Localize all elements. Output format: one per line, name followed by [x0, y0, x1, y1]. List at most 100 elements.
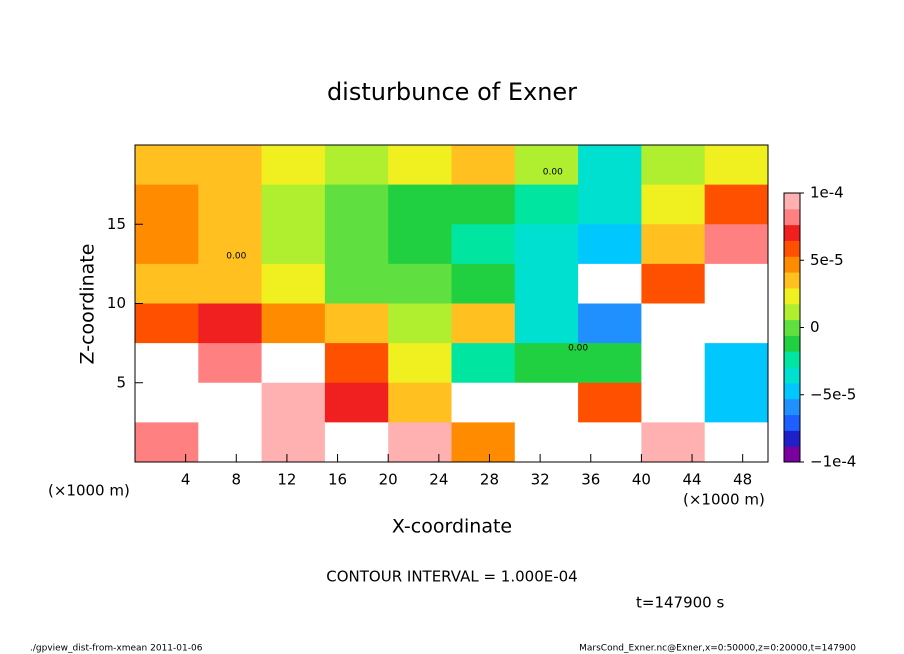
- colorbar-swatch: [784, 319, 800, 336]
- colorbar-swatch: [784, 287, 800, 305]
- colorbar-swatch: [784, 398, 800, 416]
- x-unit-label: (×1000 m): [683, 491, 765, 509]
- heat-cell: [324, 224, 389, 265]
- heat-cell: [451, 303, 516, 344]
- heat-cell: [261, 382, 326, 423]
- heat-cell: [388, 382, 452, 423]
- colorbar-swatch: [784, 224, 800, 241]
- heat-cell: [704, 184, 769, 225]
- heat-cell: [451, 263, 516, 304]
- heat-cell: [388, 145, 452, 186]
- heat-cell: [704, 422, 769, 463]
- colorbar-swatch: [784, 414, 800, 431]
- heat-cell: [324, 343, 389, 384]
- heat-cell: [641, 382, 706, 423]
- colorbar-swatch: [784, 208, 800, 226]
- colorbar-swatch: [784, 430, 800, 447]
- footer-left: ./gpview_dist-from-xmean 2011-01-06: [30, 644, 203, 654]
- heat-cell: [514, 224, 579, 265]
- x-tick-label: 36: [581, 471, 600, 489]
- heat-cell: [641, 263, 706, 304]
- heat-cell: [198, 422, 263, 463]
- y-axis-label: Z-coordinate: [77, 244, 99, 365]
- heat-cell: [135, 145, 199, 186]
- colorbar-swatch: [784, 256, 800, 273]
- heat-cell: [578, 382, 642, 423]
- x-tick-label: 44: [682, 471, 701, 489]
- heat-cell: [388, 343, 452, 384]
- y-tick-label: 5: [116, 373, 126, 391]
- x-tick-label: 12: [277, 471, 296, 489]
- heat-cell: [388, 303, 452, 344]
- colorbar-swatch: [784, 240, 800, 257]
- colorbar-swatch: [784, 272, 800, 289]
- heat-cell: [641, 303, 706, 344]
- heat-cell: [135, 382, 199, 423]
- y-tick-label: 15: [107, 215, 126, 233]
- heat-cell: [641, 224, 706, 265]
- heat-cell: [261, 303, 326, 344]
- heat-cell: [261, 145, 326, 186]
- contour-label: 0.00: [226, 251, 246, 261]
- heat-cell: [578, 145, 642, 186]
- x-tick-label: 16: [328, 471, 347, 489]
- heat-cell: [578, 343, 642, 384]
- heat-cell: [514, 303, 579, 344]
- heat-cell: [704, 343, 769, 384]
- heat-cell: [198, 224, 263, 265]
- heat-cell: [451, 343, 516, 384]
- heat-cell: [261, 224, 326, 265]
- heat-cell: [198, 343, 263, 384]
- heat-cell: [451, 382, 516, 423]
- heat-cell: [514, 422, 579, 463]
- heat-cell: [451, 184, 516, 225]
- heat-cell: [261, 343, 326, 384]
- heat-cell: [704, 224, 769, 265]
- heat-cell: [135, 224, 199, 265]
- heat-cell: [261, 263, 326, 304]
- x-tick-label: 20: [379, 471, 398, 489]
- heat-cell: [388, 263, 452, 304]
- heat-cell: [198, 184, 263, 225]
- heat-cell: [324, 184, 389, 225]
- heat-cell: [514, 343, 579, 384]
- x-tick-label: 24: [429, 471, 448, 489]
- time-label: t=147900 s: [636, 594, 724, 612]
- heat-cell: [388, 184, 452, 225]
- heat-cell: [135, 343, 199, 384]
- heat-cell: [641, 343, 706, 384]
- heat-cell: [514, 263, 579, 304]
- heat-cell: [135, 184, 199, 225]
- heat-cell: [451, 145, 516, 186]
- colorbar-tick-label: 1e-4: [810, 184, 844, 202]
- contour-interval: CONTOUR INTERVAL = 1.000E-04: [326, 568, 577, 586]
- heat-cell: [135, 422, 199, 463]
- x-tick-label: 8: [232, 471, 242, 489]
- heat-cell: [578, 224, 642, 265]
- colorbar-tick-label: 5e-5: [810, 251, 844, 269]
- x-tick-label: 4: [181, 471, 191, 489]
- heat-cell: [324, 382, 389, 423]
- heat-cell: [198, 303, 263, 344]
- colorbar-swatch: [784, 193, 800, 210]
- heat-cell: [198, 263, 263, 304]
- heat-cell: [324, 303, 389, 344]
- y-tick-label: 10: [107, 294, 126, 312]
- heat-cell: [135, 263, 199, 304]
- heat-cell: [451, 224, 516, 265]
- heat-cell: [135, 303, 199, 344]
- heat-cell: [704, 263, 769, 304]
- colorbar-swatch: [784, 303, 800, 321]
- heat-cell: [198, 382, 263, 423]
- heat-cell: [578, 263, 642, 304]
- colorbar-swatch: [784, 367, 800, 384]
- x-tick-label: 32: [531, 471, 550, 489]
- heat-cell: [324, 263, 389, 304]
- heat-cell: [388, 224, 452, 265]
- colorbar-tick-label: −1e-4: [810, 453, 856, 471]
- colorbar-swatch: [784, 446, 800, 463]
- heat-cell: [578, 184, 642, 225]
- contour-label: 0.00: [568, 343, 588, 353]
- colorbar-swatch: [784, 382, 800, 400]
